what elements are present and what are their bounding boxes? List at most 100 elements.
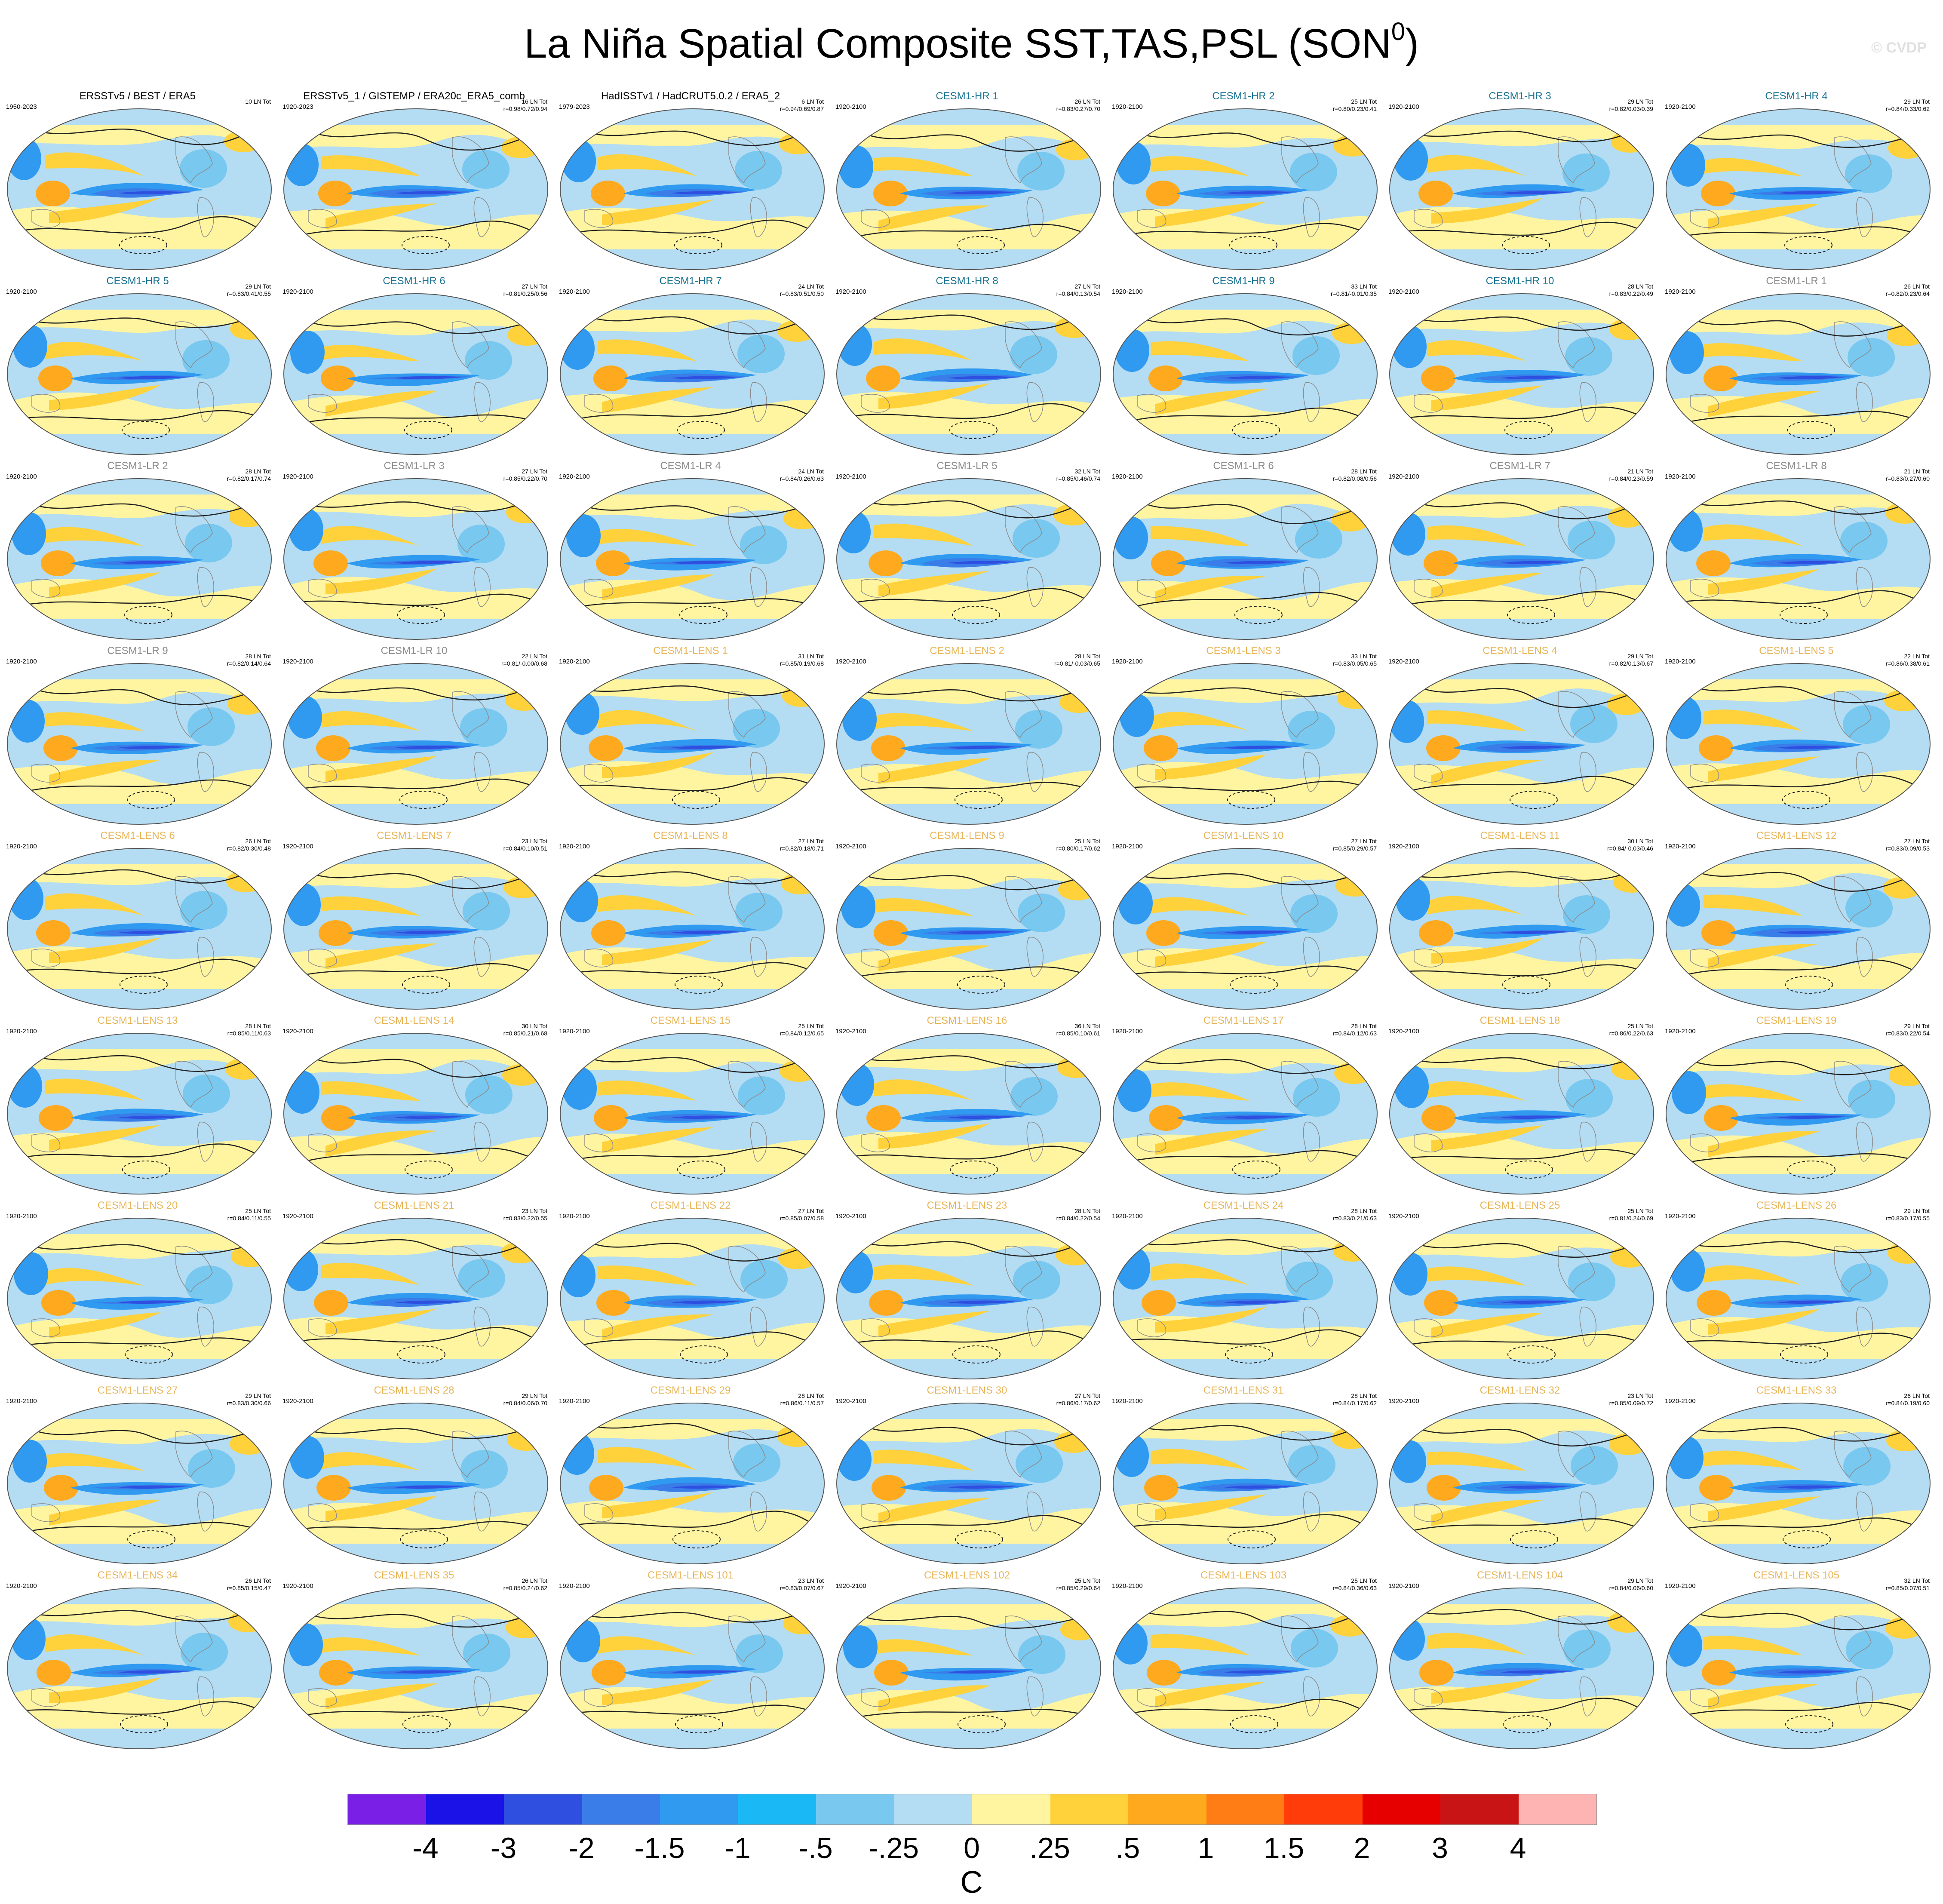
composite-map <box>836 1218 1101 1379</box>
panel-event-count: 28 LN Tot <box>1074 1207 1100 1214</box>
cold-tongue-core <box>1224 1115 1292 1119</box>
cold-patch-land <box>185 1265 233 1304</box>
warm-lobe-south <box>49 572 161 598</box>
warm-lobe-south <box>602 1314 714 1340</box>
panel-title: CESM1-LENS 20 <box>97 1200 178 1211</box>
map-outline <box>836 1588 1101 1749</box>
cold-tongue-core <box>118 1670 187 1674</box>
composite-map <box>1666 293 1931 455</box>
panel-event-count: 25 LN Tot <box>1074 1577 1100 1584</box>
panel-event-count: 23 LN Tot <box>522 1207 547 1214</box>
map-outline <box>1389 478 1654 640</box>
continent-outline-australia <box>861 949 890 967</box>
panel-event-count: 29 LN Tot <box>1627 98 1653 105</box>
warm-lobe-south <box>49 1312 161 1338</box>
pressure-contour-south <box>1397 406 1651 421</box>
colorbar-tick-label: -3 <box>490 1832 517 1864</box>
warm-lobe-south <box>602 574 714 600</box>
continent-outline-north-america <box>1281 1431 1319 1478</box>
map-panel: CESM1-LENS 104 1920-2100 29 LN Tot r=0.84/0… <box>1382 1569 1654 1754</box>
cold-tongue-core <box>1777 1115 1845 1119</box>
pressure-contour-south <box>567 777 822 791</box>
panel-event-count: 26 LN Tot <box>1904 283 1930 290</box>
cold-patch-west <box>842 698 877 741</box>
warm-lobe-north <box>598 154 697 176</box>
continent-outline-australia <box>584 1133 614 1152</box>
cold-patch-west <box>562 139 596 182</box>
continent-outline-south-america <box>1303 752 1320 792</box>
panel-title: CESM1-HR 9 <box>1212 275 1275 287</box>
cold-tongue-core <box>671 746 740 749</box>
continent-outline-australia <box>308 579 337 598</box>
continent-outline-australia <box>584 394 614 413</box>
panel-period: 1920-2100 <box>1665 1397 1696 1405</box>
composite-map <box>1389 663 1654 825</box>
continent-outline-australia <box>1414 579 1443 598</box>
panel-title: CESM1-LENS 27 <box>97 1385 178 1396</box>
composite-map <box>1113 1033 1378 1195</box>
panel-correlations: r=0.83/0.07/0.67 <box>780 1585 824 1591</box>
warm-lobe-south <box>878 205 990 231</box>
map-outline <box>283 848 548 1010</box>
pressure-contour-dashed-low <box>1787 1161 1836 1179</box>
pressure-contour-south <box>844 782 1098 793</box>
pressure-contour-dashed-low <box>1785 1715 1833 1733</box>
map-outline <box>560 108 825 270</box>
cold-tongue-core <box>394 1485 463 1489</box>
pressure-contour-north <box>861 873 1085 891</box>
pressure-contour-north <box>861 1615 1085 1629</box>
map-outline <box>836 1033 1101 1195</box>
warm-patch-high-latitude <box>502 1064 541 1086</box>
pressure-contour-dashed-low <box>1230 976 1278 994</box>
map-outline <box>7 1588 272 1749</box>
pressure-contour-south <box>1673 590 1928 604</box>
panel-title: CESM1-LENS 31 <box>1203 1385 1284 1396</box>
panel-title: CESM1-LENS 103 <box>1200 1569 1287 1581</box>
colorbar-tick-label: 1.5 <box>1263 1832 1305 1864</box>
panel-period: 1920-2100 <box>1665 1582 1696 1590</box>
warm-patch-high-latitude <box>1056 1244 1094 1265</box>
warm-lobe-north <box>1427 1081 1526 1101</box>
composite-map <box>560 478 825 640</box>
cold-tongue-core <box>1224 191 1292 195</box>
composite-map <box>7 478 272 640</box>
panel-correlations: r=0.85/0.24/0.62 <box>503 1585 547 1591</box>
map-outline <box>7 108 272 270</box>
pressure-contour-south <box>567 1511 822 1528</box>
continent-outline-australia <box>1690 949 1719 967</box>
panel-period: 1920-2100 <box>835 1397 866 1405</box>
map-outline <box>7 478 272 640</box>
warm-lobe-south <box>325 1130 437 1157</box>
map-outline <box>7 848 272 1010</box>
pressure-contour-north <box>584 1056 809 1073</box>
cold-patch-land <box>457 525 505 563</box>
warm-lobe-south <box>325 1308 437 1334</box>
continent-outline-north-america <box>1558 1431 1595 1478</box>
panel-period: 1920-2100 <box>1388 658 1419 665</box>
pressure-contour-north <box>308 1426 532 1439</box>
panel-title: CESM1-LENS 30 <box>927 1385 1007 1396</box>
warm-pool-west-pacific <box>1146 181 1180 206</box>
warm-patch-high-latitude <box>1332 1428 1370 1449</box>
continent-outline-north-america <box>175 876 213 923</box>
warm-lobe-south <box>1708 391 1820 417</box>
panel-correlations: r=0.85/0.07/0.58 <box>780 1215 824 1222</box>
cold-tongue-core <box>1777 191 1845 195</box>
pressure-contour-dashed-low <box>399 791 448 809</box>
warm-lobe-north <box>1704 158 1802 176</box>
continent-outline-australia <box>584 1503 614 1522</box>
panel-correlations: r=0.83/0.41/0.55 <box>227 290 271 297</box>
continent-outline-australia <box>1690 1318 1719 1337</box>
panel-title: CESM1-LENS 23 <box>927 1200 1007 1211</box>
composite-map <box>836 293 1101 455</box>
pressure-contour-dashed-low <box>1787 421 1835 439</box>
map-panel: CESM1-LENS 17 1920-2100 28 LN Tot r=0.84/0.… <box>1106 1015 1378 1200</box>
continent-outline-north-america <box>1281 136 1319 184</box>
pressure-contour-south <box>14 1337 269 1348</box>
pressure-contour-south <box>14 595 269 608</box>
composite-map <box>1666 478 1931 640</box>
continent-outline-north-america <box>1834 691 1872 738</box>
warm-band-north <box>560 1419 824 1448</box>
pressure-contour-dashed-low <box>1232 1161 1280 1179</box>
map-outline <box>283 108 548 270</box>
